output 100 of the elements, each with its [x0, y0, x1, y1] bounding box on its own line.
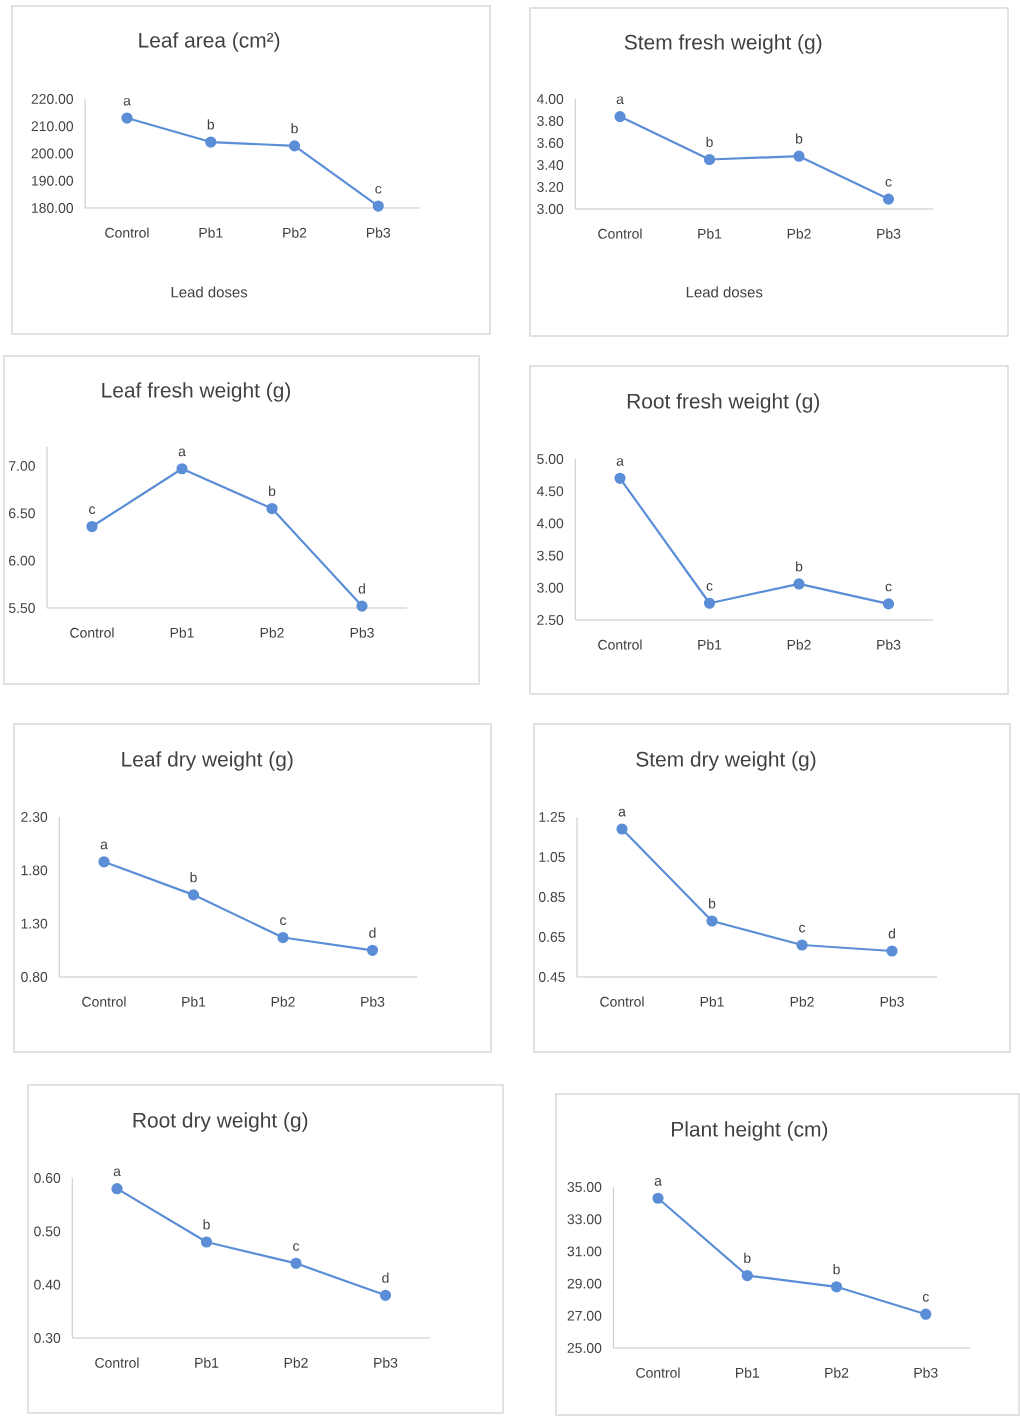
- point: [882, 193, 895, 205]
- x-tick-label: Pb3: [880, 996, 904, 1007]
- y-tick-label: 4.00: [536, 518, 564, 529]
- annotation: c: [799, 924, 806, 933]
- y-tick-label: 29.00: [567, 1278, 602, 1289]
- y-tick-label: 3.00: [537, 204, 564, 214]
- point: [205, 136, 217, 148]
- y-tick-label: 3.00: [537, 582, 564, 593]
- x-tick-label: Pb1: [199, 227, 223, 238]
- y-tick-label: 190.00: [32, 175, 74, 186]
- y-tick-label: 200.00: [31, 148, 74, 159]
- x-tick-label: Pb3: [350, 627, 374, 638]
- x-tick-label: Pb1: [698, 639, 722, 650]
- annotation: b: [706, 136, 713, 147]
- point: [379, 1289, 392, 1301]
- y-tick-label: 31.00: [567, 1246, 602, 1257]
- y-tick-label: 1.30: [21, 918, 48, 929]
- y-tick-label: 0.30: [34, 1333, 61, 1343]
- y-tick-label: 5.50: [8, 603, 35, 613]
- y-tick-label: 3.20: [537, 182, 564, 192]
- y-tick-label: 1.05: [539, 852, 565, 862]
- point: [614, 472, 626, 484]
- chart-title: Leaf area (cm²): [139, 32, 280, 52]
- annotation: b: [207, 119, 215, 130]
- x-tick-label: Pb3: [914, 1367, 938, 1378]
- point: [614, 110, 626, 123]
- annotation: a: [178, 448, 186, 457]
- y-tick-label: 25.00: [567, 1343, 602, 1353]
- x-tick-label: Control: [105, 227, 149, 238]
- point: [98, 856, 110, 868]
- chart-title: Leaf dry weight (g): [122, 751, 293, 771]
- point: [830, 1281, 843, 1293]
- point: [886, 945, 898, 957]
- x-tick-label: Pb3: [366, 227, 391, 238]
- x-tick-label: Pb2: [790, 996, 814, 1007]
- point: [372, 200, 384, 212]
- x-tick-label: Pb2: [260, 627, 284, 638]
- point: [111, 1183, 123, 1195]
- annotation: c: [375, 185, 382, 194]
- y-tick-label: 220.00: [31, 94, 74, 104]
- y-tick-label: 3.80: [537, 116, 564, 126]
- y-tick-label: 0.80: [21, 972, 48, 982]
- annotation: c: [293, 1243, 300, 1251]
- annotation: c: [922, 1294, 929, 1302]
- x-tick-label: Control: [95, 1357, 139, 1368]
- point: [277, 931, 289, 944]
- x-tick-label: Control: [82, 996, 126, 1007]
- point: [356, 600, 368, 612]
- point: [121, 112, 133, 124]
- point: [86, 520, 98, 533]
- y-tick-label: 0.65: [538, 932, 565, 942]
- x-tick-label: Pb1: [182, 996, 206, 1007]
- annotation: b: [269, 485, 276, 497]
- y-tick-label: 4.00: [536, 94, 564, 104]
- annotation: a: [618, 808, 626, 817]
- annotation: c: [885, 583, 892, 592]
- annotation: b: [744, 1252, 751, 1264]
- y-tick-label: 0.40: [34, 1279, 61, 1290]
- y-tick-label: 2.50: [537, 615, 564, 625]
- y-tick-label: 0.50: [34, 1226, 61, 1237]
- annotation: a: [616, 458, 624, 466]
- x-tick-label: Pb3: [361, 996, 385, 1007]
- y-tick-label: 5.00: [537, 454, 564, 464]
- point: [920, 1308, 932, 1320]
- annotation: d: [382, 1272, 389, 1283]
- y-tick-label: 0.85: [538, 892, 565, 902]
- point: [366, 944, 379, 956]
- x-tick-label: Pb2: [284, 1357, 308, 1368]
- x-tick-label: Control: [598, 639, 642, 650]
- x-tick-label: Pb1: [195, 1357, 219, 1368]
- chart-title: Stem dry weight (g): [636, 751, 816, 771]
- annotation: d: [358, 583, 365, 594]
- y-tick-label: 180.00: [32, 203, 74, 213]
- point: [187, 889, 200, 901]
- y-tick-label: 33.00: [567, 1214, 602, 1225]
- x-tick-label: Pb3: [374, 1357, 398, 1368]
- y-tick-label: 0.60: [34, 1173, 61, 1183]
- annotation: b: [833, 1264, 840, 1275]
- y-tick-label: 1.80: [21, 865, 48, 876]
- y-tick-label: 6.00: [9, 555, 35, 566]
- y-tick-label: 3.50: [537, 550, 564, 561]
- x-tick-label: Pb1: [700, 996, 724, 1007]
- chart-title: Plant height (cm): [672, 1121, 828, 1141]
- annotation: c: [89, 506, 96, 515]
- point: [703, 597, 716, 609]
- point: [200, 1236, 213, 1248]
- chart-title: Root fresh weight (g): [627, 393, 820, 413]
- x-tick-label: Pb2: [825, 1367, 849, 1378]
- annotation: c: [706, 583, 713, 591]
- chart-title: Root dry weight (g): [133, 1112, 308, 1132]
- point: [703, 153, 716, 166]
- point: [616, 823, 628, 835]
- x-tick-label: Pb1: [170, 627, 194, 638]
- y-tick-label: 27.00: [567, 1310, 602, 1321]
- chart-title: Leaf fresh weight (g): [102, 382, 291, 402]
- point: [176, 463, 188, 475]
- x-tick-label: Pb3: [877, 639, 901, 650]
- y-tick-label: 7.00: [9, 460, 35, 471]
- y-tick-label: 3.60: [537, 138, 564, 148]
- annotation: d: [888, 928, 895, 939]
